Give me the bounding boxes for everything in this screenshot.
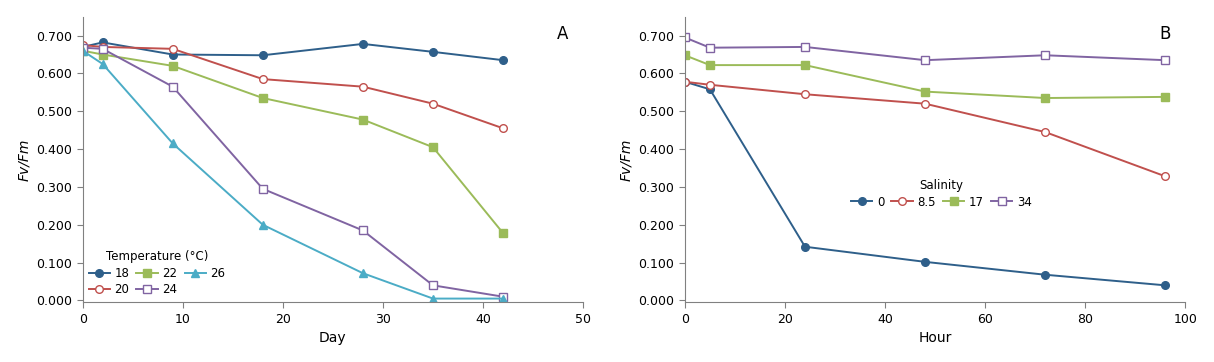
Text: A: A <box>557 25 568 43</box>
24 <box>356 228 370 233</box>
22 <box>96 52 110 57</box>
20 <box>165 47 180 51</box>
18 <box>495 58 510 62</box>
18 <box>426 50 441 54</box>
8.5 <box>677 80 692 84</box>
Line: 22: 22 <box>79 47 507 237</box>
22 <box>495 231 510 235</box>
17 <box>1038 96 1053 100</box>
Legend: 18, 20, 22, 24, 26: 18, 20, 22, 24, 26 <box>89 251 226 296</box>
0 <box>918 260 932 264</box>
Line: 8.5: 8.5 <box>681 78 1169 180</box>
34 <box>703 46 717 50</box>
34 <box>798 45 812 49</box>
X-axis label: Day: Day <box>319 331 347 345</box>
24 <box>75 46 90 50</box>
24 <box>495 295 510 299</box>
0 <box>677 80 692 84</box>
22 <box>255 96 270 100</box>
17 <box>918 89 932 94</box>
26 <box>255 223 270 227</box>
20 <box>495 126 510 130</box>
26 <box>165 141 180 146</box>
Line: 26: 26 <box>79 47 507 302</box>
8.5 <box>703 83 717 87</box>
18 <box>165 52 180 57</box>
20 <box>75 43 90 47</box>
0 <box>703 87 717 92</box>
24 <box>96 47 110 51</box>
34 <box>1158 58 1173 62</box>
17 <box>677 53 692 58</box>
26 <box>495 296 510 301</box>
20 <box>96 45 110 49</box>
17 <box>1158 95 1173 99</box>
0 <box>798 245 812 249</box>
24 <box>255 187 270 191</box>
Legend: 0, 8.5, 17, 34: 0, 8.5, 17, 34 <box>851 179 1032 209</box>
22 <box>356 117 370 122</box>
Line: 34: 34 <box>681 34 1169 64</box>
22 <box>426 145 441 150</box>
Text: B: B <box>1159 25 1170 43</box>
24 <box>165 84 180 89</box>
Line: 0: 0 <box>681 78 1169 289</box>
22 <box>75 49 90 53</box>
0 <box>1158 283 1173 287</box>
8.5 <box>1038 130 1053 134</box>
34 <box>677 35 692 40</box>
18 <box>96 40 110 45</box>
20 <box>356 84 370 89</box>
X-axis label: Hour: Hour <box>919 331 952 345</box>
20 <box>255 77 270 81</box>
0 <box>1038 273 1053 277</box>
8.5 <box>918 101 932 106</box>
26 <box>426 296 441 301</box>
8.5 <box>1158 174 1173 178</box>
18 <box>75 45 90 49</box>
Line: 24: 24 <box>79 44 507 300</box>
26 <box>75 49 90 53</box>
22 <box>165 64 180 68</box>
Y-axis label: Fv/Fm: Fv/Fm <box>619 138 632 181</box>
24 <box>426 283 441 287</box>
20 <box>426 101 441 106</box>
Line: 17: 17 <box>681 51 1169 102</box>
18 <box>356 42 370 46</box>
34 <box>1038 53 1053 58</box>
26 <box>96 62 110 66</box>
Line: 20: 20 <box>79 41 507 132</box>
17 <box>798 63 812 67</box>
Y-axis label: Fv/Fm: Fv/Fm <box>17 138 30 181</box>
8.5 <box>798 92 812 96</box>
17 <box>703 63 717 67</box>
Line: 18: 18 <box>79 39 507 64</box>
26 <box>356 271 370 275</box>
34 <box>918 58 932 62</box>
18 <box>255 53 270 58</box>
